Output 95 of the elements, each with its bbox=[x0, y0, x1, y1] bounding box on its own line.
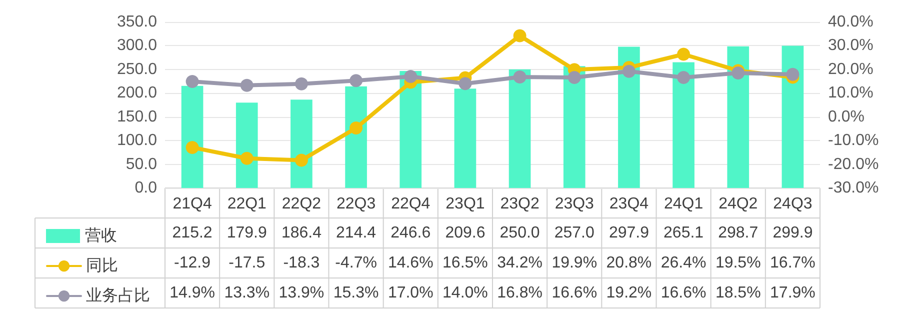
bar bbox=[563, 66, 586, 188]
y-tick-label: 0.0 bbox=[134, 180, 158, 196]
data-label: 186.4 bbox=[281, 224, 322, 242]
data-label: 34.2% bbox=[497, 254, 542, 272]
data-label: 16.8% bbox=[497, 284, 542, 302]
data-label: 257.0 bbox=[554, 224, 594, 242]
bar bbox=[727, 46, 750, 188]
data-label: -4.7% bbox=[335, 254, 377, 272]
data-label: 214.4 bbox=[336, 224, 376, 242]
x-tick-label: 22Q3 bbox=[336, 196, 376, 212]
data-label: 209.6 bbox=[445, 224, 486, 242]
data-label: 14.0% bbox=[442, 284, 488, 302]
x-tick-label: 23Q1 bbox=[446, 196, 485, 212]
x-tick-label: 24Q1 bbox=[664, 196, 704, 212]
point bbox=[786, 68, 800, 81]
legend-label: 业务占比 bbox=[86, 286, 150, 304]
data-label: 13.3% bbox=[224, 284, 270, 302]
point bbox=[513, 29, 526, 42]
legend-label: 同比 bbox=[86, 256, 118, 274]
point bbox=[677, 48, 690, 61]
data-label: 19.9% bbox=[552, 254, 598, 272]
point bbox=[404, 70, 418, 84]
y-tick-label: 300.0 bbox=[116, 37, 158, 54]
point bbox=[677, 70, 690, 84]
point bbox=[240, 152, 254, 165]
x-tick-label: 23Q2 bbox=[500, 196, 540, 212]
x-tick-label: 23Q4 bbox=[609, 196, 649, 212]
data-label: 14.9% bbox=[170, 284, 215, 302]
data-label: 15.3% bbox=[333, 284, 379, 302]
bar bbox=[181, 86, 204, 188]
y2-tick-label: 20.0% bbox=[828, 60, 874, 78]
y2-tick-label: -20.0% bbox=[828, 156, 879, 173]
y-tick-label: 200.0 bbox=[116, 84, 158, 102]
y2-tick-label: 30.0% bbox=[828, 37, 874, 54]
data-label: 179.9 bbox=[226, 224, 267, 242]
legend-label: 营收 bbox=[85, 226, 117, 244]
x-tick-label: 22Q4 bbox=[391, 196, 430, 212]
x-tick-label: 23Q3 bbox=[554, 196, 594, 212]
data-label: 250.0 bbox=[500, 224, 540, 242]
point bbox=[350, 122, 363, 134]
y2-tick-label: -30.0% bbox=[828, 180, 879, 196]
point bbox=[294, 77, 308, 90]
y2-tick-label: 10.0% bbox=[828, 84, 874, 102]
data-label: 16.6% bbox=[552, 284, 598, 302]
x-tick-label: 24Q3 bbox=[773, 196, 812, 212]
y-tick-label: 50.0 bbox=[126, 156, 158, 173]
y2-tick-label: 40.0% bbox=[828, 14, 874, 30]
bar bbox=[290, 100, 312, 188]
point bbox=[458, 77, 472, 90]
x-tick-label: 22Q2 bbox=[282, 196, 322, 212]
bar bbox=[672, 62, 694, 188]
y-tick-label: 350.0 bbox=[116, 14, 158, 30]
data-label: 215.2 bbox=[172, 224, 212, 242]
bar bbox=[236, 102, 258, 188]
data-label: 18.5% bbox=[715, 284, 761, 302]
data-label: 26.4% bbox=[660, 254, 706, 272]
point bbox=[622, 64, 636, 78]
data-label: 299.9 bbox=[772, 224, 813, 242]
data-label: 298.7 bbox=[718, 224, 758, 242]
data-label: 20.8% bbox=[606, 254, 652, 272]
x-tick-label: 22Q1 bbox=[227, 196, 267, 212]
data-label: 17.9% bbox=[770, 284, 816, 302]
bar bbox=[618, 46, 640, 188]
data-label: 246.6 bbox=[390, 224, 431, 242]
point bbox=[186, 75, 199, 88]
data-label: 297.9 bbox=[608, 224, 650, 242]
point bbox=[186, 140, 199, 154]
data-label: 16.5% bbox=[442, 254, 488, 272]
point bbox=[350, 74, 363, 88]
data-label: 19.5% bbox=[715, 254, 761, 272]
data-label: 16.6% bbox=[660, 284, 706, 302]
bar bbox=[345, 86, 367, 188]
y-tick-label: 100.0 bbox=[116, 132, 158, 150]
data-label: 16.7% bbox=[770, 254, 816, 272]
y-tick-label: 150.0 bbox=[116, 108, 158, 126]
bar bbox=[454, 88, 476, 188]
point bbox=[240, 78, 254, 92]
point bbox=[513, 70, 526, 84]
x-tick-label: 21Q4 bbox=[172, 196, 212, 212]
point bbox=[568, 70, 581, 84]
bar bbox=[782, 46, 804, 188]
point bbox=[294, 154, 308, 167]
data-label: 19.2% bbox=[606, 284, 652, 302]
data-label: 13.9% bbox=[278, 284, 324, 302]
data-label: -18.3 bbox=[283, 254, 320, 272]
data-label: 14.6% bbox=[388, 254, 434, 272]
data-label: -12.9 bbox=[174, 254, 211, 272]
y2-tick-label: -10.0% bbox=[828, 132, 879, 150]
bar bbox=[508, 69, 531, 188]
y-tick-label: 250.0 bbox=[116, 60, 158, 78]
data-label: 265.1 bbox=[664, 224, 704, 242]
y2-tick-label: 0.0% bbox=[828, 108, 864, 126]
data-label: -17.5 bbox=[228, 254, 266, 272]
data-label: 17.0% bbox=[388, 284, 434, 302]
x-tick-label: 24Q2 bbox=[718, 196, 758, 212]
